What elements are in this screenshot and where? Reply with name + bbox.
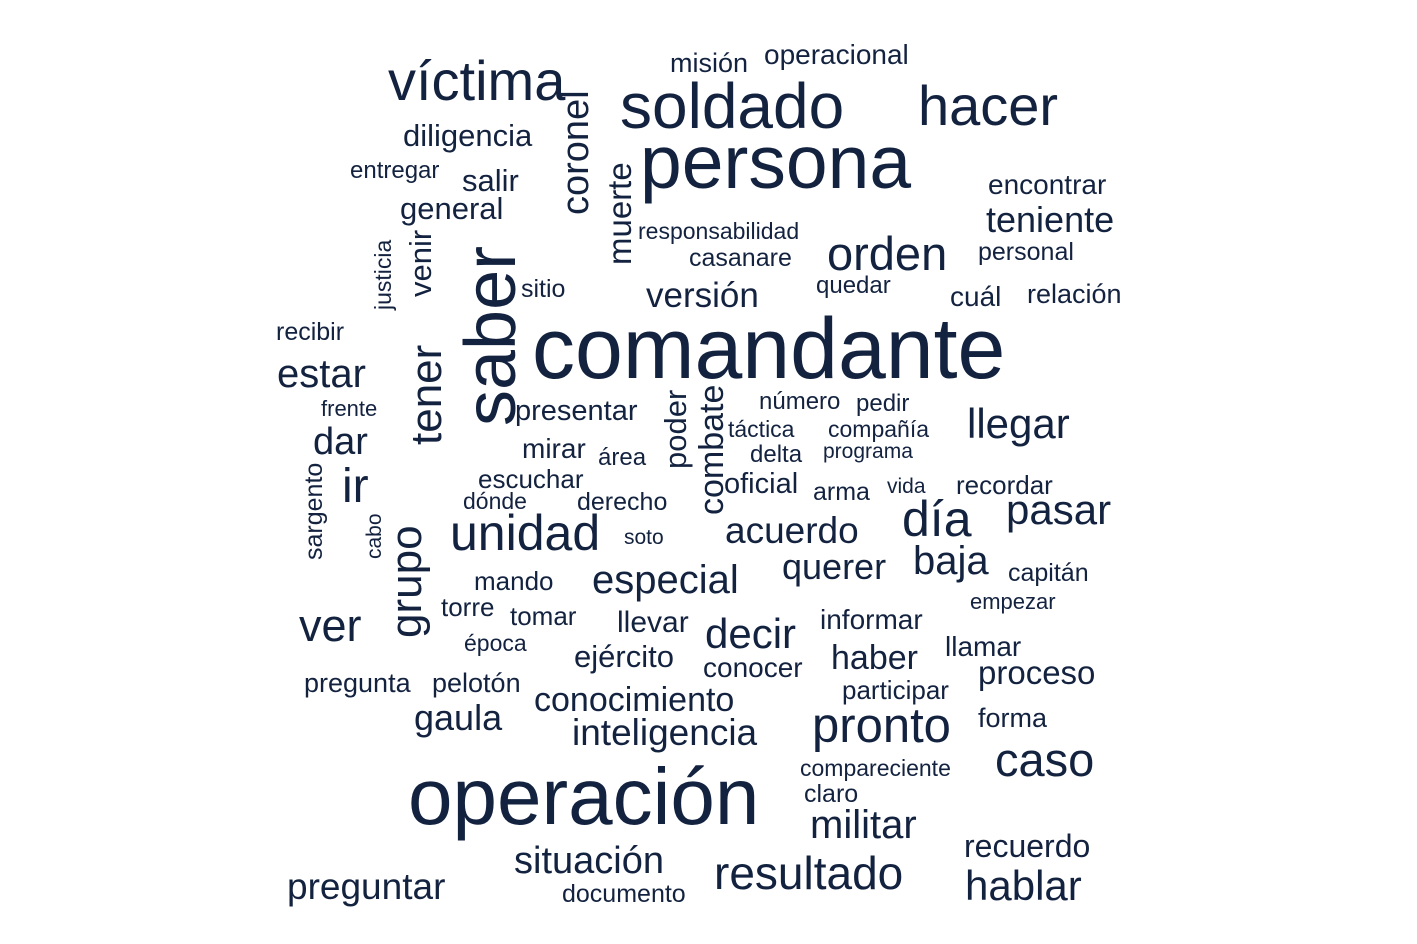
word-presentar: presentar xyxy=(515,395,638,427)
word-orden: orden xyxy=(827,227,948,280)
word-decir: decir xyxy=(705,610,797,657)
word-sitio: sitio xyxy=(521,275,566,303)
word-delta: delta xyxy=(750,441,803,468)
word-soto: soto xyxy=(624,526,664,549)
word-pregunta: pregunta xyxy=(304,668,411,698)
word-área: área xyxy=(598,444,647,471)
word-comandante: comandante xyxy=(532,301,1006,397)
word-caso: caso xyxy=(995,733,1095,786)
word-baja: baja xyxy=(913,539,989,583)
word-entregar: entregar xyxy=(350,157,440,184)
word-muerte: muerte xyxy=(601,162,638,265)
word-hablar: hablar xyxy=(965,862,1082,909)
word-vida: vida xyxy=(887,475,926,498)
word-haber: haber xyxy=(831,639,918,677)
word-número: número xyxy=(759,388,841,415)
word-poder: poder xyxy=(658,390,693,470)
word-víctima: víctima xyxy=(388,49,566,112)
word-ejército: ejército xyxy=(574,639,674,674)
word-pelotón: pelotón xyxy=(432,668,521,698)
word-llegar: llegar xyxy=(967,400,1070,447)
word-torre: torre xyxy=(441,592,495,622)
word-cabo: cabo xyxy=(363,513,386,559)
word-participar: participar xyxy=(842,675,949,705)
word-recordar: recordar xyxy=(956,470,1053,500)
word-dar: dar xyxy=(313,421,368,463)
word-sargento: sargento xyxy=(300,463,328,561)
word-casanare: casanare xyxy=(689,244,792,272)
word-llamar: llamar xyxy=(945,631,1022,662)
word-especial: especial xyxy=(592,558,739,602)
word-responsabilidad: responsabilidad xyxy=(638,218,800,244)
word-arma: arma xyxy=(813,478,870,506)
word-misión: misión xyxy=(670,48,749,78)
word-tener: tener xyxy=(402,345,451,446)
word-conocimiento: conocimiento xyxy=(534,681,735,719)
word-hacer: hacer xyxy=(918,74,1059,137)
word-estar: estar xyxy=(277,352,366,396)
word-situación: situación xyxy=(514,840,664,882)
word-claro: claro xyxy=(804,780,859,808)
word-mando: mando xyxy=(474,566,554,596)
word-querer: querer xyxy=(782,546,887,587)
word-coronel: coronel xyxy=(555,90,597,215)
word-tomar: tomar xyxy=(510,601,577,631)
word-operacional: operacional xyxy=(764,39,909,70)
word-llevar: llevar xyxy=(617,606,689,639)
word-derecho: derecho xyxy=(577,488,668,516)
word-escuchar: escuchar xyxy=(478,464,584,494)
word-recuerdo: recuerdo xyxy=(964,828,1091,864)
word-diligencia: diligencia xyxy=(403,118,533,153)
word-compareciente: compareciente xyxy=(800,755,951,781)
word-capitán: capitán xyxy=(1008,559,1089,587)
word-mirar: mirar xyxy=(522,433,586,464)
word-táctica: táctica xyxy=(728,416,795,442)
word-forma: forma xyxy=(978,703,1048,733)
word-inteligencia: inteligencia xyxy=(572,712,758,753)
word-pedir: pedir xyxy=(856,390,910,417)
word-empezar: empezar xyxy=(970,589,1056,614)
word-unidad: unidad xyxy=(450,505,601,561)
word-personal: personal xyxy=(978,238,1074,266)
word-persona: persona xyxy=(640,120,912,204)
word-programa: programa xyxy=(823,440,913,463)
word-cuál: cuál xyxy=(950,281,1002,312)
word-pronto: pronto xyxy=(812,699,951,753)
word-general: general xyxy=(400,191,504,226)
word-gaula: gaula xyxy=(414,697,503,738)
word-frente: frente xyxy=(321,396,378,421)
word-documento: documento xyxy=(562,880,686,908)
word-justicia: justicia xyxy=(370,240,396,311)
word-informar: informar xyxy=(820,604,923,635)
word-salir: salir xyxy=(462,163,519,198)
word-venir: venir xyxy=(403,230,438,298)
word-versión: versión xyxy=(646,276,759,315)
word-pasar: pasar xyxy=(1006,486,1112,533)
word-militar: militar xyxy=(810,803,917,847)
word-ir: ir xyxy=(342,460,369,513)
word-preguntar: preguntar xyxy=(287,866,446,907)
word-ver: ver xyxy=(299,600,362,651)
word-grupo: grupo xyxy=(382,525,431,638)
word-teniente: teniente xyxy=(986,199,1115,240)
word-conocer: conocer xyxy=(703,652,803,683)
word-encontrar: encontrar xyxy=(988,169,1107,200)
word-proceso: proceso xyxy=(978,654,1096,691)
word-soldado: soldado xyxy=(620,70,845,142)
word-oficial: oficial xyxy=(724,468,799,500)
word-dónde: dónde xyxy=(463,488,527,514)
word-operación: operación xyxy=(408,752,760,841)
word-recibir: recibir xyxy=(276,318,345,346)
word-acuerdo: acuerdo xyxy=(725,510,859,551)
word-día: día xyxy=(902,491,972,547)
word-compañía: compañía xyxy=(828,416,930,442)
word-relación: relación xyxy=(1027,279,1122,309)
word-quedar: quedar xyxy=(816,272,891,299)
word-época: época xyxy=(464,630,527,656)
word-resultado: resultado xyxy=(714,847,904,899)
